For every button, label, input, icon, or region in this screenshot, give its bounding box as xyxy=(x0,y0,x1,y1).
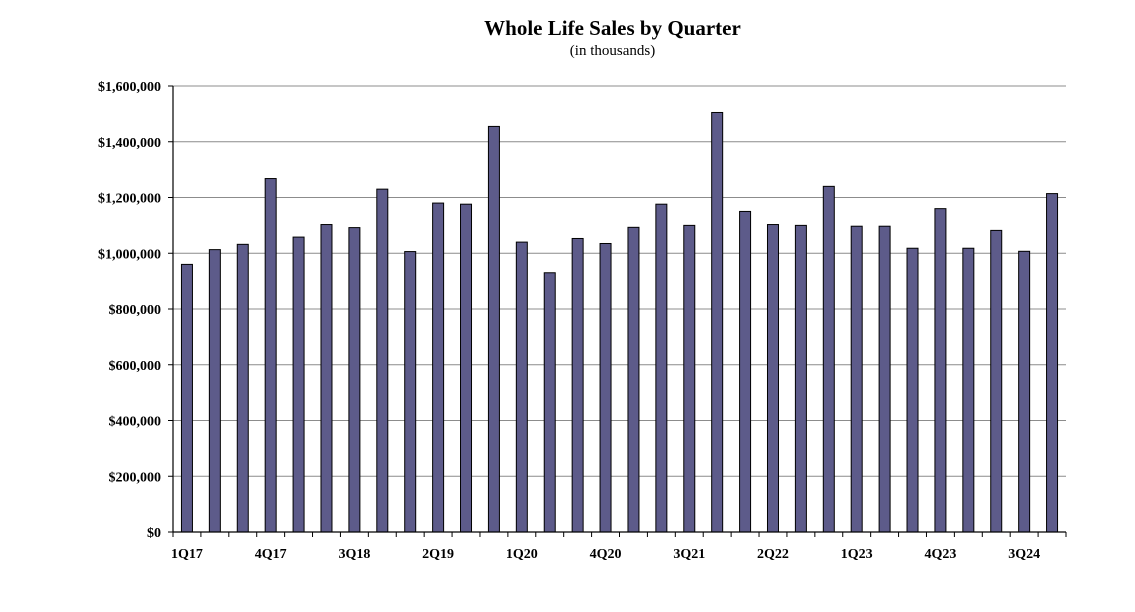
y-tick-label: $400,000 xyxy=(109,415,162,430)
y-tick-label: $1,000,000 xyxy=(98,247,161,262)
x-tick-label: 3Q18 xyxy=(338,547,370,562)
x-tick-label: 1Q17 xyxy=(171,547,203,562)
x-tick-label: 3Q21 xyxy=(673,547,705,562)
x-tick-label: 4Q20 xyxy=(590,547,622,562)
y-tick-label: $0 xyxy=(147,526,161,541)
x-tick-label: 1Q20 xyxy=(506,547,538,562)
bar-1Q22 xyxy=(739,210,752,533)
x-tick-label: 2Q19 xyxy=(422,547,454,562)
bar-2Q20 xyxy=(543,272,556,533)
x-tick-label: 4Q17 xyxy=(255,547,287,562)
x-tick-label: 2Q22 xyxy=(757,547,789,562)
bar-1Q20 xyxy=(515,241,528,533)
bar-4Q21 xyxy=(711,111,724,533)
bar-3Q17 xyxy=(236,243,249,533)
bar-3Q20 xyxy=(571,237,584,533)
bar-series xyxy=(180,111,1059,533)
x-tick-label: 3Q24 xyxy=(1008,547,1040,562)
bar-2Q22 xyxy=(766,224,779,533)
y-tick-label: $600,000 xyxy=(109,359,162,374)
bar-1Q18 xyxy=(292,236,305,533)
bar-4Q22 xyxy=(822,185,835,533)
bar-4Q24 xyxy=(1046,193,1059,533)
bar-4Q23 xyxy=(934,208,947,533)
bar-2Q17 xyxy=(208,249,221,533)
chart-title: Whole Life Sales by Quarter xyxy=(484,16,741,40)
bar-3Q21 xyxy=(683,224,696,533)
bar-2Q19 xyxy=(432,202,445,533)
bar-4Q18 xyxy=(376,188,389,533)
bar-2Q23 xyxy=(878,225,891,533)
bar-3Q24 xyxy=(1018,250,1031,533)
bar-3Q23 xyxy=(906,247,919,533)
bar-4Q17 xyxy=(264,178,277,533)
bar-4Q20 xyxy=(599,242,612,533)
bar-4Q19 xyxy=(487,125,500,533)
bar-1Q21 xyxy=(627,226,640,533)
chart-subtitle: (in thousands) xyxy=(569,43,656,59)
bar-1Q19 xyxy=(404,251,417,533)
bar-3Q19 xyxy=(460,203,473,533)
y-axis-ticks: $0 $200,000 $400,000 $600,000 $800,000 $1,000… xyxy=(98,80,173,541)
bar-1Q17 xyxy=(180,263,193,533)
bar-3Q22 xyxy=(794,224,807,533)
bar-2Q21 xyxy=(655,203,668,533)
y-tick-label: $1,600,000 xyxy=(98,80,161,95)
bar-3Q18 xyxy=(348,227,361,533)
y-tick-label: $200,000 xyxy=(109,470,162,485)
x-tick-label: 1Q23 xyxy=(841,547,873,562)
y-tick-label: $800,000 xyxy=(109,303,162,318)
bar-1Q24 xyxy=(962,247,975,533)
bar-1Q23 xyxy=(850,225,863,533)
y-tick-label: $1,200,000 xyxy=(98,192,161,207)
x-tick-label: 4Q23 xyxy=(924,547,956,562)
bar-2Q18 xyxy=(320,224,333,533)
gridlines xyxy=(173,85,1066,477)
bar-2Q24 xyxy=(990,229,1003,533)
y-tick-label: $1,400,000 xyxy=(98,136,161,151)
x-axis-ticks: 1Q17 4Q17 3Q18 2Q19 1Q20 4Q20 3Q21 2Q22 1Q23 4Q23… xyxy=(171,532,1067,562)
